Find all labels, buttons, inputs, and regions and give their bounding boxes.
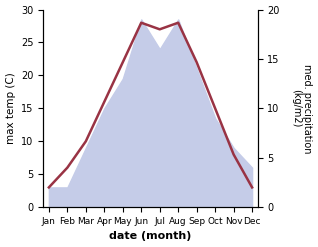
X-axis label: date (month): date (month) xyxy=(109,231,192,242)
Y-axis label: max temp (C): max temp (C) xyxy=(5,72,16,144)
Y-axis label: med. precipitation
(kg/m2): med. precipitation (kg/m2) xyxy=(291,64,313,153)
